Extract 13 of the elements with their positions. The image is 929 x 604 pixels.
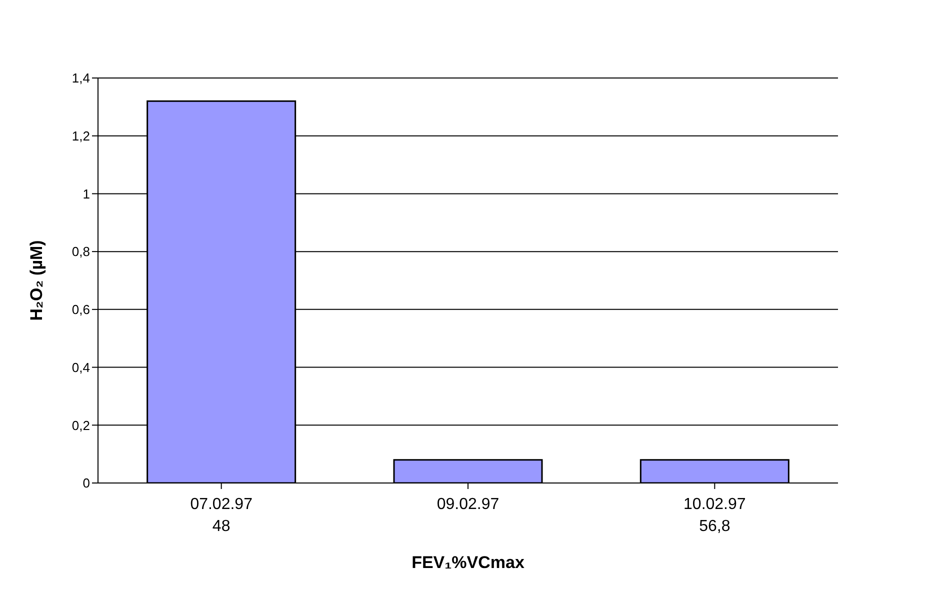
y-tick-label: 1 [82, 186, 90, 202]
x-tick-label: 07.02.97 48 [190, 496, 253, 535]
y-tick-label: 1,2 [72, 128, 90, 144]
y-tick-label: 1,4 [72, 70, 90, 86]
y-tick-label: 0 [82, 476, 90, 491]
y-tick-label: 0,4 [72, 360, 90, 375]
y-tick-label: 0,6 [72, 302, 90, 318]
x-tick-label: 10.02.97 56,8 [684, 496, 746, 535]
x-tick-label: 09.02.97 [436, 496, 500, 513]
y-tick-label: 0,2 [72, 418, 90, 433]
x-axis-title: FEV₁%VCmax [412, 553, 525, 572]
y-axis-title: H₂O₂ (µM) [27, 240, 46, 321]
y-tick-label: 0,8 [72, 244, 90, 260]
